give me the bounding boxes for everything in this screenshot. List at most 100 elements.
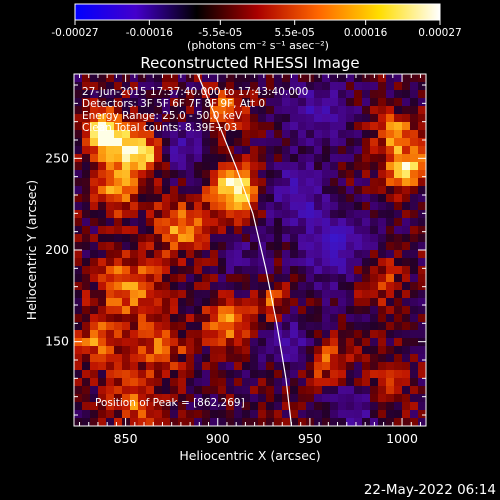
heatmap-cell <box>322 122 331 131</box>
heatmap-cell <box>354 194 363 203</box>
heatmap-cell <box>266 90 275 99</box>
heatmap-cell <box>122 98 131 107</box>
heatmap-cell <box>418 226 426 235</box>
heatmap-cell <box>386 162 395 171</box>
heatmap-cell <box>402 314 411 323</box>
heatmap-cell <box>122 386 131 395</box>
heatmap-cell <box>306 218 315 227</box>
heatmap-cell <box>338 314 347 323</box>
heatmap-cell <box>306 210 315 219</box>
heatmap-cell <box>338 130 347 139</box>
heatmap-cell <box>410 162 419 171</box>
heatmap-cell <box>314 82 323 91</box>
heatmap-cell <box>290 186 299 195</box>
heatmap-cell <box>330 346 339 355</box>
heatmap-cell <box>114 314 123 323</box>
heatmap-cell <box>90 314 99 323</box>
heatmap-cell <box>178 178 187 187</box>
heatmap-cell <box>82 226 91 235</box>
heatmap-cell <box>210 82 219 91</box>
heatmap-cell <box>266 354 275 363</box>
heatmap-cell <box>122 298 131 307</box>
heatmap-cell <box>266 402 275 411</box>
heatmap-cell <box>386 394 395 403</box>
heatmap-cell <box>202 346 211 355</box>
heatmap-cell <box>178 298 187 307</box>
heatmap-cell <box>202 322 211 331</box>
heatmap-cell <box>362 266 371 275</box>
heatmap-cell <box>226 346 235 355</box>
chart-title: Reconstructed RHESSI Image <box>140 54 359 72</box>
heatmap-cell <box>322 418 331 426</box>
heatmap-cell <box>370 130 379 139</box>
heatmap-cell <box>306 178 315 187</box>
heatmap-cell <box>162 90 171 99</box>
heatmap-cell <box>298 338 307 347</box>
heatmap-cell <box>90 138 99 147</box>
heatmap-cell <box>306 250 315 259</box>
heatmap-cell <box>258 394 267 403</box>
heatmap-cell <box>210 218 219 227</box>
heatmap-cell <box>290 418 299 426</box>
heatmap-cell <box>170 402 179 411</box>
heatmap-cell <box>82 306 91 315</box>
solar-limb-line <box>196 74 293 426</box>
heatmap-cell <box>138 410 147 419</box>
heatmap-cell <box>226 146 235 155</box>
heatmap-cell <box>378 226 387 235</box>
heatmap-cell <box>370 370 379 379</box>
heatmap-cell <box>282 370 291 379</box>
heatmap-cell <box>186 394 195 403</box>
heatmap-cell <box>306 266 315 275</box>
heatmap-cell <box>74 146 83 155</box>
heatmap-cell <box>330 162 339 171</box>
heatmap-cell <box>202 330 211 339</box>
heatmap-cell <box>346 370 355 379</box>
heatmap-cell <box>330 338 339 347</box>
heatmap-cell <box>178 154 187 163</box>
heatmap-cell <box>226 130 235 139</box>
heatmap-cell <box>402 354 411 363</box>
heatmap-cell <box>298 82 307 91</box>
heatmap-cell <box>234 330 243 339</box>
heatmap-cell <box>170 226 179 235</box>
heatmap-cell <box>178 210 187 219</box>
heatmap-cell <box>410 386 419 395</box>
heatmap-cell <box>322 114 331 123</box>
heatmap-cell <box>234 186 243 195</box>
heatmap-cell <box>386 218 395 227</box>
heatmap-cell <box>322 178 331 187</box>
heatmap-cell <box>74 290 83 299</box>
heatmap-cell <box>154 186 163 195</box>
heatmap-cell <box>218 402 227 411</box>
heatmap-cell <box>210 194 219 203</box>
heatmap-cell <box>202 170 211 179</box>
heatmap-cell <box>306 362 315 371</box>
heatmap-cell <box>378 114 387 123</box>
heatmap-cell <box>330 282 339 291</box>
heatmap-cell <box>370 290 379 299</box>
heatmap-cell <box>370 322 379 331</box>
heatmap-cell <box>394 114 403 123</box>
heatmap-cell <box>346 306 355 315</box>
heatmap-cell <box>266 122 275 131</box>
heatmap-cell <box>258 298 267 307</box>
heatmap-cell <box>322 218 331 227</box>
heatmap-cell <box>282 306 291 315</box>
heatmap-cell <box>378 354 387 363</box>
heatmap-cell <box>186 402 195 411</box>
heatmap-cell <box>178 138 187 147</box>
heatmap-cell <box>106 410 115 419</box>
heatmap-cell <box>370 178 379 187</box>
heatmap-cell <box>162 154 171 163</box>
heatmap-cell <box>234 114 243 123</box>
heatmap-cell <box>410 226 419 235</box>
heatmap-cell <box>362 338 371 347</box>
heatmap-cell <box>122 162 131 171</box>
heatmap-cell <box>250 210 259 219</box>
heatmap-cell <box>162 394 171 403</box>
heatmap-cell <box>242 266 251 275</box>
heatmap-cell <box>82 322 91 331</box>
heatmap-cell <box>322 306 331 315</box>
heatmap-cell <box>114 74 123 83</box>
